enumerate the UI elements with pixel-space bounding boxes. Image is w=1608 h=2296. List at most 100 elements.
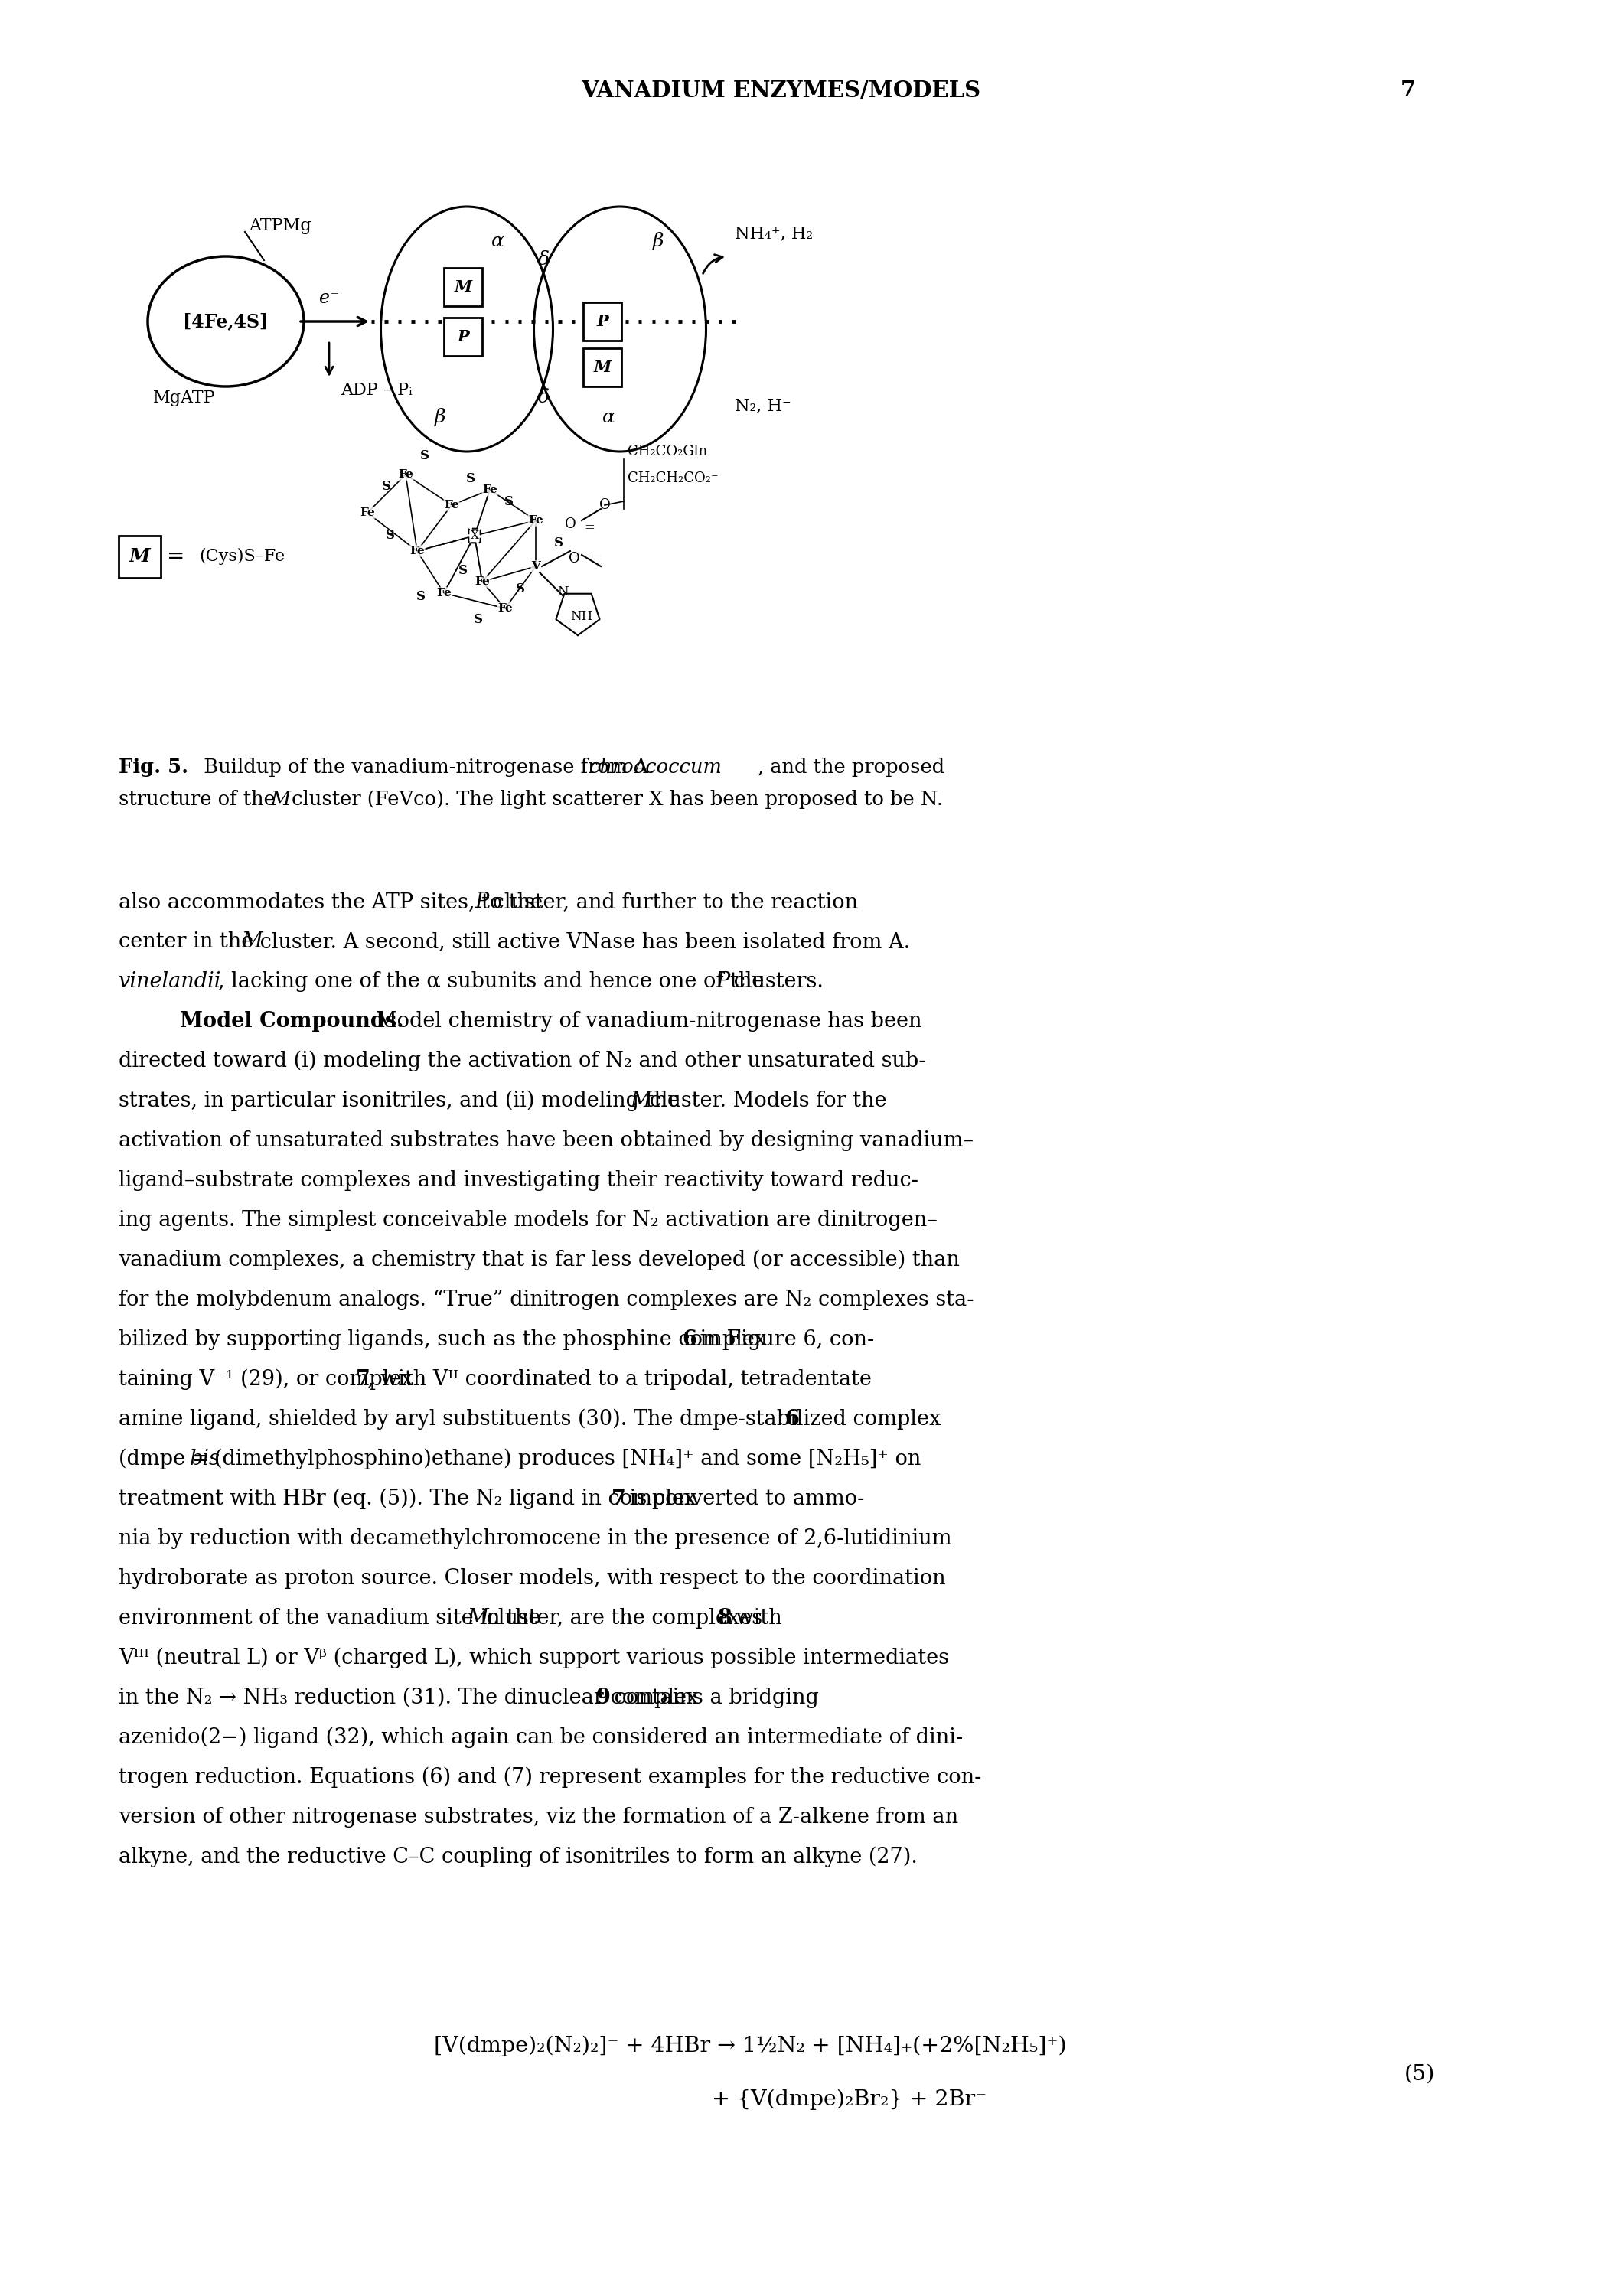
- Text: M: M: [129, 549, 150, 567]
- Text: 7: 7: [1401, 80, 1417, 101]
- Text: for the molybdenum analogs. “True” dinitrogen complexes are N₂ complexes sta-: for the molybdenum analogs. “True” dinit…: [119, 1290, 974, 1311]
- Text: M: M: [593, 360, 611, 374]
- Text: P: P: [716, 971, 730, 992]
- Text: O: O: [564, 517, 576, 530]
- Text: cluster, are the complexes: cluster, are the complexes: [479, 1607, 769, 1628]
- Text: with: with: [730, 1607, 781, 1628]
- Text: Fe: Fe: [360, 507, 375, 519]
- Text: S: S: [555, 537, 563, 551]
- Text: ADP – Pᵢ: ADP – Pᵢ: [341, 381, 412, 400]
- Text: P: P: [597, 315, 608, 328]
- Text: vanadium complexes, a chemistry that is far less developed (or accessible) than: vanadium complexes, a chemistry that is …: [119, 1249, 960, 1270]
- Text: [4Fe,4S]: [4Fe,4S]: [183, 312, 269, 331]
- Text: Fe: Fe: [444, 501, 460, 510]
- Text: + {V(dmpe)₂Br₂} + 2Br⁻: + {V(dmpe)₂Br₂} + 2Br⁻: [712, 2089, 987, 2110]
- Text: M: M: [453, 280, 471, 294]
- Text: S: S: [386, 530, 396, 542]
- Text: Fe: Fe: [474, 576, 490, 588]
- Text: (Cys)S–Fe: (Cys)S–Fe: [199, 549, 285, 565]
- Text: β: β: [434, 409, 445, 427]
- Text: Fe: Fe: [436, 588, 452, 599]
- Text: , lacking one of the α subunits and hence one of the: , lacking one of the α subunits and henc…: [219, 971, 770, 992]
- Text: cluster. Models for the: cluster. Models for the: [643, 1091, 886, 1111]
- Text: Buildup of the vanadium-nitrogenase from A.: Buildup of the vanadium-nitrogenase from…: [191, 758, 661, 776]
- Text: M: M: [630, 1091, 651, 1111]
- Text: β: β: [653, 232, 664, 250]
- Text: 8: 8: [717, 1607, 732, 1628]
- Text: M: M: [270, 790, 291, 808]
- Text: bilized by supporting ligands, such as the phosphine complex: bilized by supporting ligands, such as t…: [119, 1329, 773, 1350]
- Text: (dimethylphosphino)ethane) produces [NH₄]⁺ and some [N₂H₅]⁺ on: (dimethylphosphino)ethane) produces [NH₄…: [214, 1449, 921, 1469]
- Text: 7: 7: [355, 1368, 370, 1389]
- Text: S: S: [383, 480, 391, 494]
- Text: α: α: [490, 232, 503, 250]
- Text: S: S: [458, 565, 468, 576]
- Bar: [444, 317, 482, 356]
- Text: 9: 9: [597, 1688, 611, 1708]
- Bar: [444, 269, 482, 305]
- Text: =: =: [584, 521, 595, 535]
- Text: in Figure 6, con-: in Figure 6, con-: [693, 1329, 875, 1350]
- Text: =: =: [167, 546, 185, 567]
- Text: [V(dmpe)₂(N₂)₂]⁻ + 4HBr → 1½N₂ + [NH₄]₊(+2%[N₂H₅]⁺): [V(dmpe)₂(N₂)₂]⁻ + 4HBr → 1½N₂ + [NH₄]₊(…: [434, 2037, 1066, 2057]
- Text: Fig. 5.: Fig. 5.: [119, 758, 188, 776]
- Text: , with Vᴵᴵ coordinated to a tripodal, tetradentate: , with Vᴵᴵ coordinated to a tripodal, te…: [367, 1368, 872, 1389]
- Text: activation of unsaturated substrates have been obtained by designing vanadium–: activation of unsaturated substrates hav…: [119, 1130, 973, 1150]
- Text: Vᴵᴵᴵ (neutral L) or Vᵝ (charged L), which support various possible intermediates: Vᴵᴵᴵ (neutral L) or Vᵝ (charged L), whic…: [119, 1649, 949, 1669]
- Text: center in the: center in the: [119, 932, 260, 953]
- Text: Fe: Fe: [399, 468, 413, 480]
- Text: NH₄⁺, H₂: NH₄⁺, H₂: [735, 225, 814, 241]
- Text: alkyne, and the reductive C–C coupling of isonitriles to form an alkyne (27).: alkyne, and the reductive C–C coupling o…: [119, 1846, 918, 1867]
- Text: Fe: Fe: [527, 514, 544, 526]
- Text: MgATP: MgATP: [153, 390, 215, 406]
- Text: S: S: [474, 613, 482, 627]
- Text: =: =: [590, 553, 601, 565]
- Text: Model Compounds.: Model Compounds.: [180, 1010, 404, 1031]
- Text: ligand–substrate complexes and investigating their reactivity toward reduc-: ligand–substrate complexes and investiga…: [119, 1171, 918, 1192]
- Text: M: M: [466, 1607, 489, 1628]
- Text: cluster, and further to the reaction: cluster, and further to the reaction: [486, 891, 859, 912]
- Text: P: P: [457, 328, 470, 344]
- Text: 6: 6: [682, 1329, 696, 1350]
- Text: S: S: [420, 450, 429, 461]
- Text: vinelandii: vinelandii: [119, 971, 222, 992]
- Text: chroococcum: chroococcum: [589, 758, 722, 776]
- Text: X: X: [471, 530, 479, 542]
- Text: Fe: Fe: [410, 546, 425, 556]
- Text: trogen reduction. Equations (6) and (7) represent examples for the reductive con: trogen reduction. Equations (6) and (7) …: [119, 1768, 981, 1789]
- Bar: [584, 349, 621, 386]
- Text: hydroborate as proton source. Closer models, with respect to the coordination: hydroborate as proton source. Closer mod…: [119, 1568, 946, 1589]
- Text: S: S: [505, 496, 513, 507]
- Text: P: P: [474, 891, 489, 912]
- Text: CH₂CH₂CO₂⁻: CH₂CH₂CO₂⁻: [627, 471, 719, 484]
- Text: δ: δ: [537, 253, 550, 269]
- Text: e⁻: e⁻: [318, 289, 339, 308]
- Text: contains a bridging: contains a bridging: [608, 1688, 818, 1708]
- Text: cluster. A second, still active VNase has been isolated from A.: cluster. A second, still active VNase ha…: [254, 932, 910, 953]
- Text: (dmpe =: (dmpe =: [119, 1449, 215, 1469]
- Text: strates, in particular isonitriles, and (ii) modeling the: strates, in particular isonitriles, and …: [119, 1091, 687, 1111]
- Text: Fe: Fe: [497, 604, 513, 613]
- Text: 7: 7: [611, 1488, 626, 1508]
- Text: version of other nitrogenase substrates, viz the formation of a Z-alkene from an: version of other nitrogenase substrates,…: [119, 1807, 958, 1828]
- Text: in the N₂ → NH₃ reduction (31). The dinuclear complex: in the N₂ → NH₃ reduction (31). The dinu…: [119, 1688, 704, 1708]
- Text: CH₂CO₂Gln: CH₂CO₂Gln: [627, 445, 708, 459]
- Text: cluster (FeVco). The light scatterer X has been proposed to be N.: cluster (FeVco). The light scatterer X h…: [286, 790, 942, 808]
- Text: O: O: [568, 551, 579, 565]
- Text: directed toward (i) modeling the activation of N₂ and other unsaturated sub-: directed toward (i) modeling the activat…: [119, 1052, 926, 1072]
- Text: is converted to ammo-: is converted to ammo-: [622, 1488, 865, 1508]
- Text: taining V⁻¹ (29), or complex: taining V⁻¹ (29), or complex: [119, 1368, 420, 1389]
- Text: azenido(2−) ligand (32), which again can be considered an intermediate of dini-: azenido(2−) ligand (32), which again can…: [119, 1727, 963, 1747]
- Text: bis: bis: [190, 1449, 220, 1469]
- Text: NH: NH: [571, 611, 593, 622]
- Text: VANADIUM ENZYMES/MODELS: VANADIUM ENZYMES/MODELS: [580, 80, 981, 101]
- Text: also accommodates the ATP sites, to the: also accommodates the ATP sites, to the: [119, 891, 550, 912]
- Text: M: M: [241, 932, 262, 953]
- Text: 6: 6: [785, 1410, 799, 1430]
- Text: S: S: [416, 590, 426, 604]
- Text: V: V: [531, 560, 540, 572]
- Text: clusters.: clusters.: [727, 971, 823, 992]
- Text: structure of the: structure of the: [119, 790, 281, 808]
- Text: ing agents. The simplest conceivable models for N₂ activation are dinitrogen–: ing agents. The simplest conceivable mod…: [119, 1210, 937, 1231]
- Text: ATPMg: ATPMg: [249, 218, 312, 234]
